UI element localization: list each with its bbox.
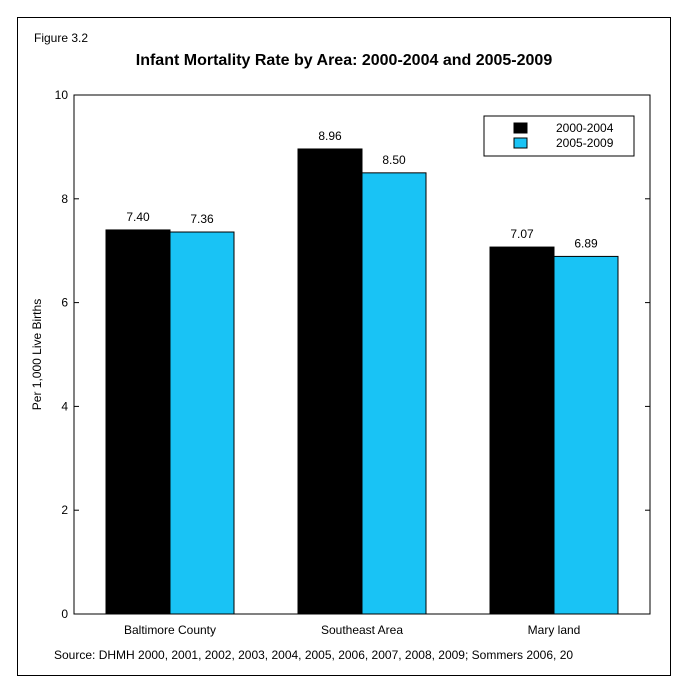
data-label: 6.89	[574, 236, 598, 250]
bar-series-2	[169, 231, 235, 615]
legend-box	[483, 115, 635, 157]
bar-series-1	[489, 246, 555, 615]
figure-frame: Figure 3.2 Infant Mortality Rate by Area…	[17, 17, 671, 676]
y-tick-label: 8	[61, 192, 68, 206]
bar-chart: 0 2 4 6 8 10 Per 1,000 Live Births Baltimore Co…	[30, 88, 651, 637]
y-axis-label: Per 1,000 Live Births	[30, 299, 44, 410]
bar-series-1	[297, 148, 363, 615]
legend-swatch	[513, 122, 528, 134]
legend-label: 2000-2004	[556, 121, 614, 135]
data-label: 8.96	[318, 129, 342, 143]
y-tick-label: 6	[61, 296, 68, 310]
y-tick-label: 2	[61, 503, 68, 517]
source-note: Source: DHMH 2000, 2001, 2002, 2003, 200…	[54, 648, 574, 662]
x-tick-label: Baltimore County	[124, 623, 216, 637]
bar-series-1	[105, 229, 171, 615]
data-label: 7.40	[126, 210, 150, 224]
data-label: 8.50	[382, 153, 406, 167]
x-tick-label: Mary land	[528, 623, 581, 637]
data-label: 7.07	[510, 227, 534, 241]
x-tick-label: Southeast Area	[321, 623, 403, 637]
data-label: 7.36	[190, 212, 214, 226]
legend-swatch	[513, 137, 528, 149]
bar-series-2	[361, 172, 427, 615]
legend-label: 2005-2009	[556, 136, 614, 150]
bar-series-2	[553, 255, 619, 615]
y-tick-label: 0	[61, 607, 68, 621]
y-tick-label: 4	[61, 399, 68, 413]
y-tick-label: 10	[55, 88, 69, 102]
figure-label: Figure 3.2	[34, 31, 89, 45]
chart-title: Infant Mortality Rate by Area: 2000-2004…	[135, 52, 553, 69]
